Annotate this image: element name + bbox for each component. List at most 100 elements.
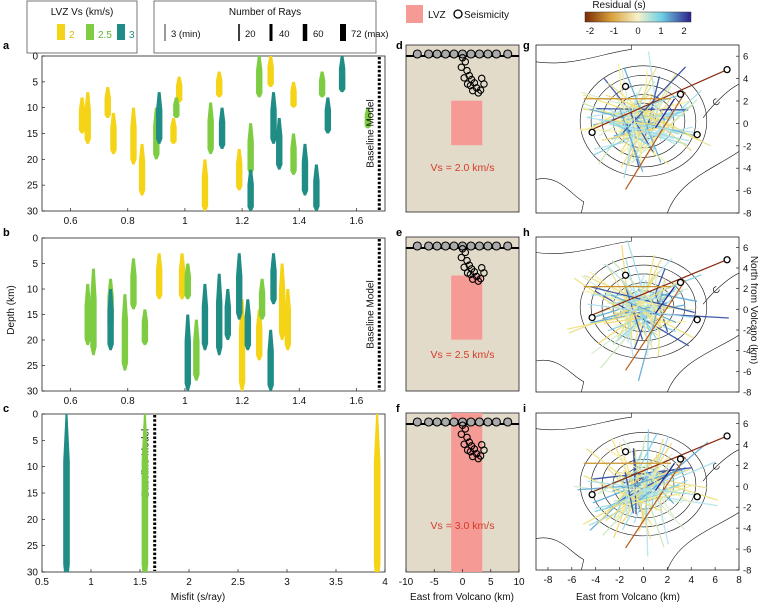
y-tick-label: -8	[743, 209, 751, 220]
y-tick-label: 6	[743, 419, 748, 430]
misfit-bar-vs-2.5	[141, 309, 149, 346]
ray-path-long	[654, 98, 676, 129]
station-marker	[621, 82, 630, 91]
y-tick-label: 0	[743, 305, 748, 316]
topo-contour	[536, 359, 585, 392]
baseline-model-label: Baseline Model	[365, 280, 376, 348]
station-marker	[440, 49, 451, 59]
x-tick-label: 0.8	[121, 216, 135, 227]
seismicity-marker	[468, 275, 477, 283]
misfit-axis-label: Misfit (s/ray)	[171, 592, 225, 603]
ray-path	[610, 294, 677, 324]
seismicity-marker	[460, 440, 468, 449]
station-marker	[491, 49, 501, 59]
ray-path	[619, 277, 658, 340]
ray-path	[598, 80, 656, 165]
station-marker	[676, 90, 685, 98]
panel-i-ray-map: -8 -6 -4 -2 0 2 4 6 -8 -6 -4 -2 0 2 4 6 8	[535, 412, 751, 586]
station-marker	[588, 313, 596, 322]
x-tick-label: 2	[665, 575, 671, 586]
misfit-bar-vs-3	[276, 118, 283, 170]
y-tick-label: -8	[743, 388, 751, 399]
legend-lvz-title: LVZ Vs (km/s)	[51, 7, 114, 18]
legend-lvz-vs: LVZ Vs (km/s) 2 2.5 3	[26, 0, 138, 54]
ray-path	[621, 68, 637, 146]
y-tick-label: 5	[32, 259, 38, 270]
ray-path	[646, 274, 658, 357]
panel-letter-g: g	[523, 40, 530, 52]
misfit-bar-vs-3	[224, 289, 231, 340]
y-tick-label: 2	[743, 284, 748, 295]
station-marker	[491, 417, 501, 427]
ray-path	[607, 82, 693, 152]
y-tick-label: 20	[27, 515, 39, 526]
ray-path	[601, 126, 660, 142]
x-tick-label: 5	[488, 577, 494, 588]
topo-contour	[590, 75, 697, 168]
station-marker	[723, 432, 731, 440]
y-tick-label: 5	[32, 77, 38, 88]
y-tick-label: -2	[743, 503, 751, 514]
station-marker	[723, 65, 731, 74]
x-tick-label: 0	[460, 577, 466, 588]
y-tick-label: 30	[27, 568, 39, 579]
x-tick-label: 1	[182, 396, 188, 407]
legend-lvz-label: LVZ	[428, 10, 446, 21]
topo-contour	[536, 178, 585, 213]
misfit-bar-vs-2	[284, 289, 292, 351]
ray-path	[617, 271, 659, 338]
ray-path	[591, 294, 653, 297]
misfit-bar-vs-3	[201, 283, 209, 351]
ray-path-long	[654, 462, 676, 491]
x-tick-label: 3.5	[329, 577, 343, 588]
misfit-bar-vs-2	[236, 149, 243, 191]
baseline-model-label: Baseline Model	[365, 99, 376, 167]
misfit-bar-vs-2	[130, 107, 137, 165]
y-tick-label: 6	[743, 52, 748, 63]
x-tick-label: 1.5	[133, 577, 147, 588]
misfit-bar-vs-2.5	[173, 97, 180, 118]
map-content	[536, 45, 739, 213]
x-tick-label: 8	[736, 575, 742, 586]
y-tick-label: 4	[743, 264, 748, 275]
misfit-bar-vs-2.5	[207, 102, 214, 155]
legend-number-of-rays: Number of Rays 3 (min) 20 40 60 72 (max)	[153, 0, 388, 54]
ray-path-long	[625, 456, 686, 549]
misfit-bar-vs-3	[218, 107, 226, 149]
x-tick-label: 10	[513, 577, 525, 588]
ray-path	[623, 67, 662, 163]
misfit-bar-vs-3	[247, 169, 254, 211]
seismicity-marker	[463, 80, 472, 88]
ray-path-long	[587, 303, 694, 319]
north-axis-label: North from Volcano (km)	[748, 256, 758, 364]
y-tick-label: 6	[743, 243, 748, 254]
y-tick-label: 30	[27, 207, 39, 218]
y-tick-label: 25	[27, 361, 39, 372]
topo-contour	[601, 273, 686, 341]
legend-residual-title: Residual (s)	[592, 0, 645, 11]
panel-letter-e: e	[396, 227, 402, 239]
panel-a-misfit-plot: 0 5 10 15 20 25 30 0.6 0.8 1 1.2 1.4 1.6 Baseline Mod…	[27, 52, 386, 227]
panel-letter-f: f	[396, 403, 400, 415]
topo-contour	[713, 286, 720, 293]
vs-label: Vs = 2.0 km/s	[431, 162, 495, 174]
panel-letter-b: b	[3, 227, 10, 239]
misfit-bar-vs-3	[244, 299, 251, 351]
station-marker	[424, 49, 434, 59]
panel-letter-c: c	[3, 403, 9, 415]
y-tick-label: -4	[743, 524, 751, 535]
y-tick-label: 10	[27, 103, 39, 114]
station-marker	[474, 49, 485, 59]
ray-path-long	[587, 117, 694, 133]
ray-path	[602, 302, 668, 320]
east-axis-label-maps: East from Volcano (km)	[576, 592, 680, 603]
station-marker	[412, 417, 422, 427]
panel-letter-d: d	[396, 40, 403, 52]
vs-label: Vs = 3.0 km/s	[431, 520, 495, 532]
legend-swatch-2.5	[86, 24, 94, 40]
east-axis-label-sections: East from Volcano (km)	[410, 592, 514, 603]
ray-path	[583, 475, 662, 512]
misfit-bar-vs-3	[270, 92, 277, 144]
panel-d-cross-section: Vs = 2.0 km/s	[405, 44, 520, 213]
ray-path	[619, 109, 644, 172]
